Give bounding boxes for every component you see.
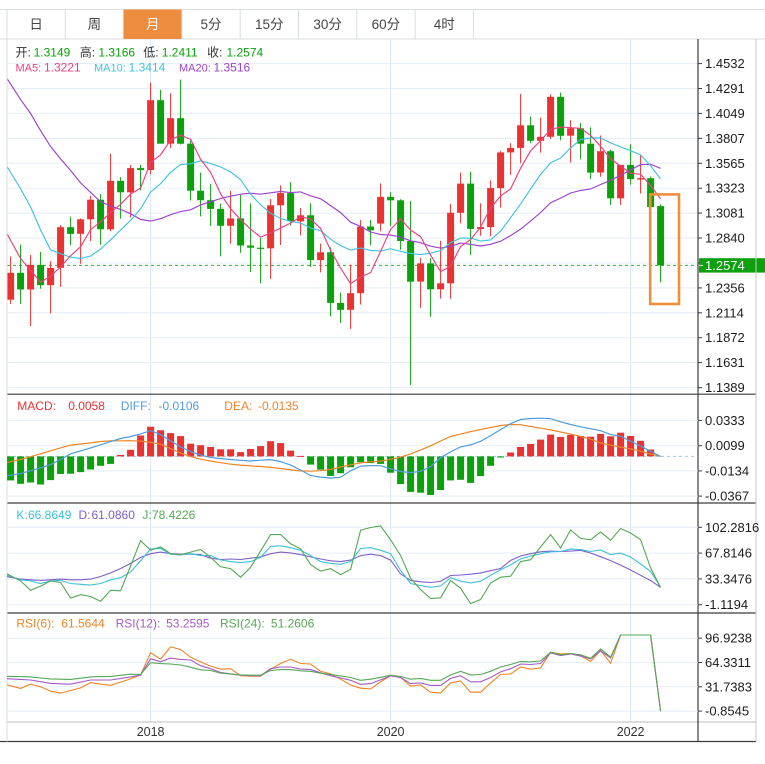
svg-text:低:: 低: [143, 46, 158, 60]
svg-text:2022: 2022 [617, 725, 645, 739]
svg-text:5分: 5分 [200, 17, 221, 32]
svg-text:0.0058: 0.0058 [68, 399, 105, 413]
svg-text:1.3414: 1.3414 [129, 61, 166, 75]
svg-text:开:: 开: [16, 46, 31, 60]
svg-text:MA10:: MA10: [94, 63, 126, 75]
svg-text:高:: 高: [80, 45, 95, 60]
svg-text:61.0860: 61.0860 [92, 508, 136, 522]
svg-text:15分: 15分 [255, 17, 284, 32]
svg-text:周: 周 [88, 17, 102, 32]
svg-text:33.3476: 33.3476 [705, 571, 752, 586]
svg-text:51.2606: 51.2606 [271, 617, 315, 631]
svg-text:1.1872: 1.1872 [705, 330, 745, 345]
svg-text:MA5:: MA5: [16, 63, 42, 75]
svg-text:收:: 收: [207, 46, 222, 60]
svg-text:1.3323: 1.3323 [705, 181, 745, 196]
svg-text:102.2816: 102.2816 [705, 520, 759, 535]
svg-text:月: 月 [146, 17, 160, 32]
svg-text:J:: J: [142, 508, 151, 522]
svg-text:-0.0135: -0.0135 [258, 399, 299, 413]
svg-text:RSI(12):: RSI(12): [116, 617, 161, 631]
svg-text:1.2114: 1.2114 [705, 305, 744, 320]
svg-text:2018: 2018 [137, 725, 165, 739]
svg-text:60分: 60分 [372, 17, 401, 32]
svg-text:66.8649: 66.8649 [28, 508, 72, 522]
svg-text:-1.1194: -1.1194 [705, 597, 748, 612]
svg-text:-0.8545: -0.8545 [705, 704, 749, 719]
svg-text:64.3311: 64.3311 [705, 655, 751, 670]
svg-text:1.3149: 1.3149 [34, 46, 71, 60]
svg-text:MA20:: MA20: [179, 63, 211, 75]
svg-text:1.1631: 1.1631 [705, 355, 745, 370]
svg-text:1.2411: 1.2411 [162, 46, 198, 60]
svg-text:2020: 2020 [377, 725, 405, 739]
svg-text:1.3221: 1.3221 [44, 61, 81, 75]
svg-text:D:: D: [79, 508, 91, 522]
svg-text:DIFF:: DIFF: [121, 399, 151, 413]
svg-text:1.4291: 1.4291 [705, 81, 745, 96]
svg-text:1.2574: 1.2574 [705, 258, 745, 273]
svg-text:1.4532: 1.4532 [705, 56, 745, 71]
svg-text:1.2840: 1.2840 [705, 231, 745, 246]
svg-text:1.2574: 1.2574 [227, 46, 264, 60]
svg-text:61.5644: 61.5644 [61, 617, 105, 631]
svg-text:-0.0134: -0.0134 [705, 463, 749, 478]
svg-text:MACD:: MACD: [17, 399, 56, 413]
svg-text:DEA:: DEA: [224, 399, 252, 413]
svg-text:53.2595: 53.2595 [166, 617, 210, 631]
svg-text:31.7383: 31.7383 [705, 679, 752, 694]
svg-text:-0.0106: -0.0106 [159, 399, 200, 413]
svg-text:1.2356: 1.2356 [705, 280, 745, 295]
svg-text:0.0099: 0.0099 [705, 438, 745, 453]
svg-text:4时: 4时 [434, 17, 455, 32]
svg-text:1.3516: 1.3516 [214, 61, 251, 75]
svg-text:1.4049: 1.4049 [705, 106, 745, 121]
svg-text:K:: K: [16, 508, 27, 522]
svg-text:1.3565: 1.3565 [705, 156, 745, 171]
svg-text:RSI(6):: RSI(6): [16, 617, 54, 631]
svg-text:1.1389: 1.1389 [705, 380, 745, 395]
svg-text:67.8146: 67.8146 [705, 546, 752, 561]
svg-text:96.9238: 96.9238 [705, 631, 752, 646]
svg-text:1.3807: 1.3807 [705, 131, 745, 146]
svg-text:1.3166: 1.3166 [98, 46, 135, 60]
svg-text:-0.0367: -0.0367 [705, 489, 749, 504]
svg-text:0.0333: 0.0333 [705, 413, 745, 428]
svg-text:日: 日 [29, 17, 43, 32]
svg-text:1.3081: 1.3081 [705, 206, 745, 221]
svg-text:RSI(24):: RSI(24): [220, 617, 265, 631]
svg-text:78.4226: 78.4226 [152, 508, 196, 522]
svg-text:30分: 30分 [313, 17, 342, 32]
